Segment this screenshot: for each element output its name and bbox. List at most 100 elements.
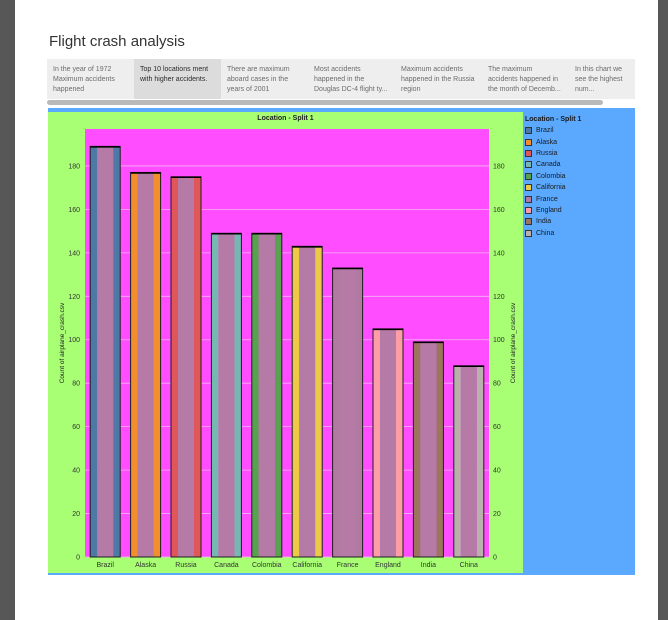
legend-label: France <box>536 195 558 203</box>
legend-label: Colombia <box>536 172 566 180</box>
legend-title: Location - Split 1 <box>525 116 582 123</box>
y-tick-label-right: 180 <box>493 163 505 170</box>
bar-edge-left <box>292 246 300 557</box>
legend-item-alaska[interactable]: Alaska <box>525 136 631 147</box>
x-tick-label: Brazil <box>96 562 114 569</box>
bar-chart: 0 0 20 20 40 40 60 60 80 80 100 100 120 120 140 140 160 1… <box>59 129 517 569</box>
bar-edge-right <box>194 176 201 558</box>
legend-label: India <box>536 218 552 226</box>
legend-swatch <box>525 229 532 237</box>
y-axis-label-right: Count of airplane_crash.csv <box>510 302 517 383</box>
bar-edge-left <box>251 233 259 557</box>
y-axis-label: Count of airplane_crash.csv <box>59 302 66 383</box>
y-tick-label: 40 <box>72 468 80 475</box>
y-tick-label-right: 140 <box>493 250 505 257</box>
y-tick-label: 20 <box>72 511 80 518</box>
x-tick-label: France <box>337 562 359 569</box>
bar-fill <box>299 246 316 557</box>
x-tick-label: England <box>375 562 401 569</box>
bar-edge-right <box>113 146 121 557</box>
legend-item-colombia[interactable]: Colombia <box>525 171 631 182</box>
bar-edge-right <box>234 233 242 557</box>
y-tick-label: 60 <box>72 424 80 431</box>
legend-label: Brazil <box>536 127 554 135</box>
bar-fill <box>178 176 194 558</box>
bar-fill <box>380 328 396 557</box>
legend-swatch <box>525 184 532 192</box>
y-tick-label: 0 <box>76 555 80 562</box>
bar-edge-left <box>90 146 98 557</box>
y-tick-label: 80 <box>72 381 80 388</box>
x-tick-label: California <box>292 562 322 569</box>
bar-edge-left <box>332 268 340 557</box>
legend-item-china[interactable]: China <box>525 228 631 239</box>
bar-fill <box>258 233 275 557</box>
x-tick-label: Canada <box>214 562 239 569</box>
legend-label: Alaska <box>536 138 558 146</box>
bar-fill <box>97 146 114 557</box>
x-tick-label: India <box>421 562 436 569</box>
x-tick-label: Alaska <box>135 562 156 569</box>
bar-fill <box>218 233 235 557</box>
dashboard: Location - Split 1 0 0 20 20 40 40 60 60 80 80 100… <box>48 108 635 575</box>
bar-edge-left <box>413 341 421 557</box>
bar-edge-right <box>436 341 444 557</box>
bar-edge-right <box>274 233 282 557</box>
y-tick-label: 120 <box>68 294 80 301</box>
y-tick-label-right: 0 <box>493 555 497 562</box>
chart-title: Location - Split 1 <box>257 115 314 122</box>
bar-fill <box>460 365 477 557</box>
story-point-7[interactable]: In this chart we see the highest num... <box>575 66 623 93</box>
legend-swatch <box>525 149 532 157</box>
story-point-1[interactable]: In the year of 1972 Maximum accidents ha… <box>53 66 115 93</box>
y-tick-label-right: 60 <box>493 424 501 431</box>
legend-item-russia[interactable]: Russia <box>525 148 631 159</box>
y-tick-label-right: 80 <box>493 381 501 388</box>
legend-label: California <box>536 184 566 192</box>
legend-swatch <box>525 218 532 226</box>
y-tick-label-right: 40 <box>493 468 501 475</box>
bar-edge-right <box>396 328 403 557</box>
x-tick-label: China <box>460 562 478 569</box>
story-scrollbar[interactable] <box>47 100 603 105</box>
story-point-3[interactable]: There are maximum aboard cases in the ye… <box>227 66 290 93</box>
legend-item-france[interactable]: France <box>525 193 631 204</box>
bar-fill <box>137 172 154 557</box>
legend-label: China <box>536 229 555 237</box>
chart-area: Location - Split 1 0 0 20 20 40 40 60 60 80 80 100… <box>48 112 523 573</box>
legend-label: Canada <box>536 161 561 169</box>
bar-edge-left <box>171 176 178 558</box>
legend-swatch <box>525 206 532 214</box>
bar-edge-left <box>453 365 461 557</box>
y-tick-label: 180 <box>68 163 80 170</box>
story-point-5[interactable]: Maximum accidents happened in the Russia… <box>401 66 475 93</box>
bar-fill <box>420 341 437 557</box>
legend-swatch <box>525 161 532 169</box>
legend-item-england[interactable]: England <box>525 205 631 216</box>
page-title: Flight crash analysis <box>49 33 185 50</box>
story-point-2[interactable]: Top 10 locations ment with higher accide… <box>134 59 221 99</box>
legend-swatch <box>525 127 532 135</box>
legend-item-canada[interactable]: Canada <box>525 159 631 170</box>
story-navigator: In the year of 1972 Maximum accidents ha… <box>47 59 635 99</box>
bar-edge-right <box>153 172 161 557</box>
story-point-6[interactable]: The maximum accidents happened in the mo… <box>488 66 561 93</box>
bar-fill <box>339 268 356 557</box>
story-point-4[interactable]: Most accidents happened in the Douglas D… <box>314 66 388 93</box>
legend-swatch <box>525 172 532 180</box>
legend-label: England <box>536 206 562 214</box>
legend-item-brazil[interactable]: Brazil <box>525 125 631 136</box>
y-tick-label-right: 160 <box>493 207 505 214</box>
legend-label: Russia <box>536 149 558 157</box>
bar-edge-left <box>130 172 138 557</box>
legend-swatch <box>525 138 532 146</box>
x-tick-label: Russia <box>175 562 197 569</box>
story-sheet: Flight crash analysis In the year of 197… <box>15 0 658 620</box>
legend-item-india[interactable]: India <box>525 216 631 227</box>
legend-item-california[interactable]: California <box>525 182 631 193</box>
bar-edge-right <box>355 268 363 557</box>
y-tick-label-right: 100 <box>493 337 505 344</box>
legend: Location - Split 1 Brazil Alaska Russia Can… <box>525 116 631 239</box>
bar-edge-left <box>373 328 380 557</box>
y-tick-label-right: 120 <box>493 294 505 301</box>
